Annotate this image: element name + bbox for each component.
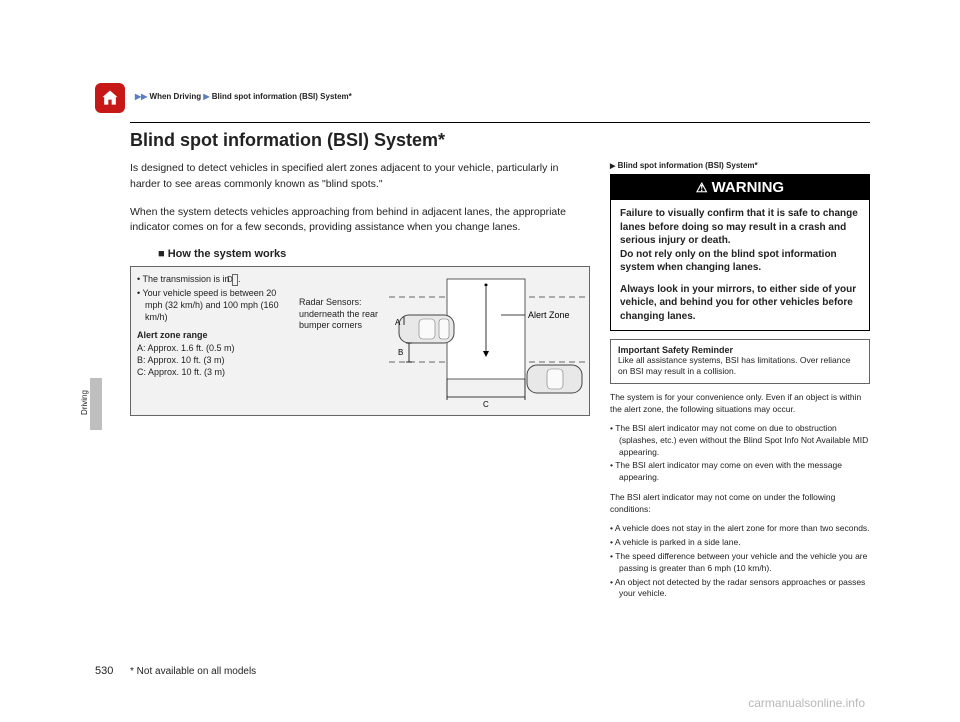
alert-range-head: Alert zone range: [137, 329, 292, 341]
reminder-box: Important Safety Reminder Like all assis…: [610, 339, 870, 384]
breadcrumb-seg2: Blind spot information (BSI) System*: [212, 92, 352, 101]
chapter-tab: Driving: [90, 378, 102, 430]
intro-paragraph: When the system detects vehicles approac…: [130, 205, 590, 237]
target-vehicle-icon: [527, 365, 582, 393]
side-paragraph: The system is for your convenience only.…: [610, 392, 870, 416]
page-content: Blind spot information (BSI) System* Is …: [130, 130, 870, 602]
own-vehicle-icon: [399, 315, 454, 343]
home-icon[interactable]: [95, 83, 125, 113]
dim-a-label: A: [395, 318, 401, 327]
warning-body: Failure to visually confirm that it is s…: [611, 200, 869, 330]
alert-zone-text: Alert Zone: [528, 310, 570, 320]
chevron-right-icon: ▶: [141, 92, 147, 101]
condition-item: The transmission is in D.: [137, 273, 292, 286]
chevron-right-icon: ▶: [203, 92, 209, 101]
side-list-2: A vehicle does not stay in the alert zon…: [610, 523, 870, 600]
warning-box: ⚠WARNING Failure to visually confirm tha…: [610, 174, 870, 331]
diagram-conditions: The transmission is in D. Your vehicle s…: [137, 273, 292, 378]
side-list-item: A vehicle does not stay in the alert zon…: [610, 523, 870, 535]
side-list-item: The BSI alert indicator may not come on …: [610, 423, 870, 459]
left-column: Is designed to detect vehicles in specif…: [130, 161, 590, 416]
triangle-icon: ▶: [610, 163, 615, 170]
range-a: A: Approx. 1.6 ft. (0.5 m): [137, 342, 292, 354]
radar-sensor-label: Radar Sensors: underneath the rear bumpe…: [299, 297, 389, 332]
range-b: B: Approx. 10 ft. (3 m): [137, 354, 292, 366]
side-list-item: The BSI alert indicator may come on even…: [610, 460, 870, 484]
chapter-tab-label: Driving: [80, 390, 89, 415]
side-list-1: The BSI alert indicator may not come on …: [610, 423, 870, 484]
warning-head: ⚠WARNING: [611, 175, 869, 200]
right-column: ▶ Blind spot information (BSI) System* ⚠…: [610, 161, 870, 602]
sidebar-crumb: ▶ Blind spot information (BSI) System*: [610, 161, 870, 170]
side-paragraph: The BSI alert indicator may not come on …: [610, 492, 870, 516]
side-list-item: A vehicle is parked in a side lane.: [610, 537, 870, 549]
watermark: carmanualsonline.info: [748, 696, 865, 710]
warning-text: Always look in your mirrors, to either s…: [620, 283, 860, 324]
divider: [130, 122, 870, 123]
reminder-head: Important Safety Reminder: [618, 345, 862, 355]
reminder-body: Like all assistance systems, BSI has lim…: [618, 355, 862, 378]
breadcrumb-seg1: When Driving: [150, 92, 202, 101]
page-title: Blind spot information (BSI) System*: [130, 130, 870, 151]
intro-paragraph: Is designed to detect vehicles in specif…: [130, 161, 590, 193]
dim-c-label: C: [483, 400, 489, 409]
section-subhead: How the system works: [158, 248, 590, 260]
range-c: C: Approx. 10 ft. (3 m): [137, 366, 292, 378]
warning-text: Failure to visually confirm that it is s…: [620, 207, 860, 275]
system-diagram: The transmission is in D. Your vehicle s…: [130, 266, 590, 416]
page-number: 530: [95, 665, 113, 677]
alert-zone-illustration: Alert Zone A B C: [389, 267, 589, 417]
breadcrumb: ▶▶ When Driving ▶ Blind spot information…: [135, 92, 352, 101]
side-list-item: An object not detected by the radar sens…: [610, 577, 870, 601]
condition-item: Your vehicle speed is between 20 mph (32…: [137, 287, 292, 323]
dim-b-label: B: [398, 348, 403, 357]
side-list-item: The speed difference between your vehicl…: [610, 551, 870, 575]
footnote: * Not available on all models: [130, 666, 256, 677]
warning-icon: ⚠: [696, 180, 708, 195]
